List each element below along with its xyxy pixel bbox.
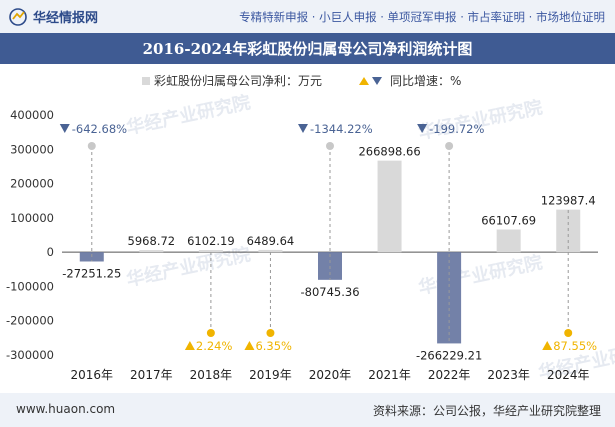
- growth-point: [326, 142, 334, 150]
- y-tick-label: 100000: [10, 211, 54, 225]
- website-link[interactable]: www.huaon.com: [16, 402, 116, 416]
- x-tick-label: 2021年: [368, 368, 411, 382]
- bar-value-label: -27251.25: [62, 266, 121, 280]
- growth-up-triangle-icon: [244, 341, 255, 350]
- growth-point: [87, 142, 96, 150]
- legend: 彩虹股份归属母公司净利：万元 同比增速：%: [142, 74, 461, 88]
- bar-2019年: [258, 249, 283, 253]
- x-tick-label: 2020年: [309, 368, 352, 382]
- bars-layer: -27251.25 5968.72 6102.19 6489.64 -80745.36 2…: [62, 145, 595, 363]
- services-links[interactable]: 专精特新申报 · 小巨人申报 · 单项冠军申报 · 市占率证明 · 市场地位证明: [239, 10, 605, 24]
- title-bar: 2016-2024年彩虹股份归属母公司净利润统计图: [0, 33, 615, 64]
- logo-icon: [9, 7, 27, 26]
- growth-up-triangle-icon: [542, 341, 553, 350]
- bar-value-label: 6102.19: [187, 234, 235, 248]
- bar-value-label: 5968.72: [128, 234, 176, 248]
- legend-down-triangle-icon: [372, 77, 382, 85]
- y-tick-label: 300000: [10, 142, 54, 156]
- growth-value-label: 6.35%: [255, 339, 292, 353]
- bar-value-label: -80745.36: [300, 285, 359, 299]
- x-tick-label: 2023年: [487, 368, 530, 382]
- growth-value-label: -1344.22%: [310, 122, 373, 136]
- bar-value-label: 123987.4: [541, 194, 596, 208]
- growth-point: [564, 329, 573, 337]
- y-axis: 4000003000002000001000000-100000-200000-…: [6, 108, 598, 362]
- legend-label-net-profit: 彩虹股份归属母公司净利：万元: [154, 74, 322, 88]
- growth-value-label: 87.55%: [553, 339, 597, 353]
- logo-text: 华经情报网: [33, 11, 99, 26]
- growth-down-triangle-icon: [298, 124, 308, 133]
- watermark-text: 华经产业研究院: [416, 251, 544, 299]
- y-tick-label: 0: [47, 245, 54, 259]
- bar-value-label: -266229.21: [416, 348, 482, 362]
- growth-value-label: -199.72%: [429, 122, 484, 136]
- x-tick-label: 2016年: [71, 368, 114, 382]
- source-note: 资料来源：公司公报，华经产业研究院整理: [372, 404, 601, 418]
- footer-bar: www.huaon.com 资料来源：公司公报，华经产业研究院整理: [0, 393, 615, 427]
- y-tick-label: 200000: [10, 177, 54, 191]
- growth-point: [266, 329, 275, 337]
- growth-point: [206, 329, 215, 337]
- bar-2018年: [198, 250, 223, 253]
- growth-up-triangle-icon: [184, 341, 195, 350]
- growth-down-triangle-icon: [59, 124, 70, 133]
- y-tick-label: 400000: [10, 108, 54, 122]
- legend-swatch-net-profit: [142, 77, 150, 85]
- growth-point: [445, 142, 454, 150]
- watermark-text: 华经产业研究院: [124, 91, 252, 139]
- bar-2023年: [496, 229, 521, 253]
- bar-2021年: [377, 160, 402, 253]
- x-tick-label: 2019年: [249, 368, 292, 382]
- x-tick-label: 2017年: [130, 368, 173, 382]
- growth-down-triangle-icon: [417, 124, 428, 133]
- y-tick-label: -300000: [6, 348, 54, 362]
- bar-2017年: [139, 250, 164, 253]
- logo[interactable]: 华经情报网: [8, 7, 98, 26]
- chart-title: 2016-2024年彩虹股份归属母公司净利润统计图: [142, 40, 473, 58]
- growth-layer: -642.68% 2.24% 6.35% -1344.22% -199.72% 87.55…: [59, 122, 597, 353]
- bar-value-label: 266898.66: [358, 145, 420, 159]
- y-tick-label: -100000: [6, 279, 54, 293]
- bar-value-label: 66107.69: [481, 213, 536, 227]
- watermark-text: 华经产业研究院: [416, 96, 544, 144]
- legend-up-triangle-icon: [359, 77, 369, 85]
- growth-value-label: -642.68%: [72, 122, 127, 136]
- legend-label-growth: 同比增速：%: [390, 74, 461, 88]
- bar-value-label: 6489.64: [247, 234, 295, 248]
- x-tick-label: 2022年: [428, 368, 471, 382]
- x-tick-label: 2024年: [547, 368, 590, 382]
- y-tick-label: -200000: [6, 314, 54, 328]
- top-bar: 华经情报网 专精特新申报 · 小巨人申报 · 单项冠军申报 · 市占率证明 · …: [0, 0, 615, 33]
- growth-value-label: 2.24%: [196, 339, 233, 353]
- x-axis: 2016年 2017年 2018年 2019年 2020年 2021年 2022年 2023年…: [71, 368, 590, 382]
- x-tick-label: 2018年: [190, 368, 233, 382]
